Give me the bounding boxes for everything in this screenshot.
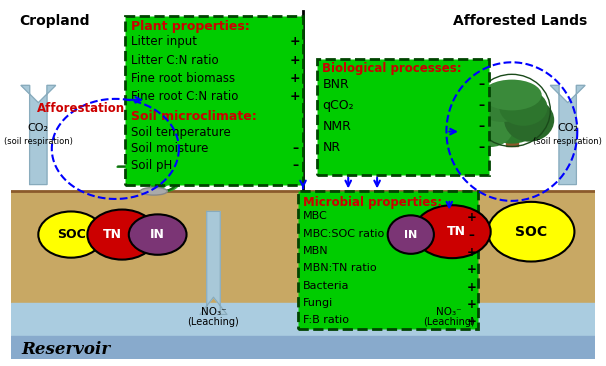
- Ellipse shape: [388, 215, 434, 254]
- Text: Afforestation: Afforestation: [36, 102, 125, 115]
- Text: (Leaching): (Leaching): [424, 317, 475, 327]
- Text: Litter input: Litter input: [131, 36, 197, 48]
- FancyBboxPatch shape: [318, 59, 489, 175]
- Text: F:B ratio: F:B ratio: [303, 315, 349, 325]
- Text: Plant properties:: Plant properties:: [131, 20, 250, 33]
- Text: MBC:SOC ratio: MBC:SOC ratio: [303, 229, 384, 239]
- Text: IN: IN: [150, 228, 165, 241]
- Ellipse shape: [468, 107, 514, 147]
- Text: NO₃⁻: NO₃⁻: [201, 307, 226, 317]
- Text: +: +: [467, 281, 476, 294]
- Text: Soil moisture: Soil moisture: [131, 142, 208, 155]
- Text: CO₂: CO₂: [557, 123, 578, 133]
- Polygon shape: [200, 212, 227, 314]
- Bar: [12, 191, 594, 303]
- Ellipse shape: [504, 98, 554, 142]
- Text: qCO₂: qCO₂: [322, 99, 354, 112]
- Text: NO₃⁻: NO₃⁻: [436, 307, 462, 317]
- Text: MBN: MBN: [303, 246, 328, 256]
- Polygon shape: [21, 85, 56, 184]
- Text: +: +: [290, 72, 301, 85]
- Text: SOC: SOC: [57, 228, 85, 241]
- Text: –: –: [478, 99, 484, 112]
- Text: +: +: [467, 212, 476, 224]
- Text: NR: NR: [322, 141, 341, 154]
- Text: +: +: [290, 54, 301, 67]
- Text: (soil respiration): (soil respiration): [4, 137, 73, 146]
- Ellipse shape: [477, 81, 547, 143]
- Text: MBC: MBC: [303, 212, 328, 221]
- Ellipse shape: [488, 202, 574, 262]
- Text: IN: IN: [404, 229, 418, 240]
- Text: MBN:TN ratio: MBN:TN ratio: [303, 264, 376, 273]
- Text: Fine root C:N ratio: Fine root C:N ratio: [131, 90, 238, 103]
- Text: Afforested Lands: Afforested Lands: [453, 14, 587, 28]
- Text: (Leaching): (Leaching): [188, 317, 239, 327]
- Text: TN: TN: [447, 225, 465, 238]
- Ellipse shape: [141, 187, 167, 195]
- Text: +: +: [467, 315, 476, 328]
- Text: Fine root biomass: Fine root biomass: [131, 72, 235, 85]
- Text: –: –: [478, 141, 484, 154]
- Ellipse shape: [476, 83, 528, 122]
- Text: Soil temperature: Soil temperature: [131, 126, 230, 139]
- Text: Soil microclimate:: Soil microclimate:: [131, 111, 256, 123]
- Text: Microbial properties:: Microbial properties:: [303, 196, 442, 209]
- Ellipse shape: [129, 214, 187, 255]
- Text: Biological processes:: Biological processes:: [322, 62, 462, 75]
- Ellipse shape: [414, 205, 491, 258]
- Polygon shape: [550, 85, 585, 184]
- Text: –: –: [292, 158, 298, 172]
- Text: NMR: NMR: [322, 120, 351, 133]
- Text: TN: TN: [103, 228, 122, 241]
- Text: Litter C:N ratio: Litter C:N ratio: [131, 54, 218, 67]
- Text: SOC: SOC: [515, 225, 547, 239]
- Text: +: +: [290, 36, 301, 48]
- Text: +: +: [467, 246, 476, 259]
- Polygon shape: [436, 212, 463, 314]
- Text: –: –: [468, 229, 474, 242]
- Text: Fungi: Fungi: [303, 298, 333, 308]
- Text: Reservoir: Reservoir: [21, 341, 110, 358]
- FancyBboxPatch shape: [298, 191, 478, 329]
- Text: (soil respiration): (soil respiration): [533, 137, 602, 146]
- Bar: [12, 303, 594, 336]
- Text: BNR: BNR: [322, 78, 349, 91]
- Text: –: –: [478, 120, 484, 133]
- Text: Bacteria: Bacteria: [303, 281, 350, 291]
- Ellipse shape: [482, 80, 542, 111]
- Ellipse shape: [499, 89, 547, 126]
- Text: Cropland: Cropland: [19, 14, 90, 28]
- Bar: [12, 336, 594, 359]
- FancyBboxPatch shape: [125, 16, 303, 184]
- Text: +: +: [467, 264, 476, 276]
- Text: Soil pH: Soil pH: [131, 158, 172, 172]
- Text: –: –: [292, 142, 298, 155]
- Ellipse shape: [38, 212, 104, 258]
- Text: +: +: [290, 90, 301, 103]
- Bar: [506, 117, 518, 146]
- Ellipse shape: [87, 210, 157, 259]
- Text: +: +: [467, 298, 476, 311]
- Text: CO₂: CO₂: [28, 123, 49, 133]
- Text: –: –: [478, 78, 484, 91]
